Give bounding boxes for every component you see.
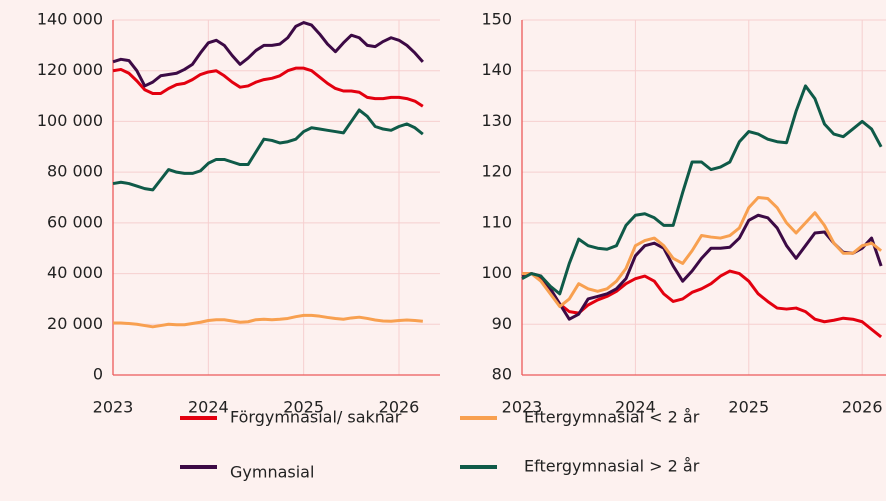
y-tick-label: 100 000 [37,111,103,130]
series-line [522,196,883,309]
y-tick-label: 110 [481,212,512,231]
y-tick-label: 140 [481,60,512,79]
y-tick-label: 120 000 [37,60,103,79]
x-tick-label: 2024 [188,398,229,417]
x-tick-label: 2024 [615,398,656,417]
y-tick-label: 0 [93,365,103,384]
y-tick-label: 80 000 [47,162,103,181]
y-tick-label: 140 000 [37,10,103,29]
y-tick-label: 100 [481,263,512,282]
x-tick-label: 2023 [93,398,134,417]
legend-label: Eftergymnasial > 2 år [524,457,700,476]
legend-label: Eftergymnasial < 2 år [524,408,700,427]
series-line [113,313,423,329]
x-tick-label: 2026 [842,398,883,417]
x-tick-label: 2023 [502,398,543,417]
x-tick-label: 2026 [379,398,420,417]
y-tick-label: 20 000 [47,314,103,333]
series-line [521,213,883,321]
series-line [112,21,424,88]
series-line [112,108,424,192]
plot-lines [521,84,883,339]
legend-label: Förgymnasial/ saknar [230,408,402,427]
y-tick-label: 120 [481,162,512,181]
series-line [521,84,883,296]
y-tick-label: 130 [481,111,512,130]
y-tick-label: 90 [492,314,512,333]
x-tick-label: 2025 [283,398,324,417]
legend-label: Gymnasial [230,463,314,482]
plot-lines [112,21,424,329]
x-tick-label: 2025 [728,398,769,417]
series-line [112,66,424,108]
y-tick-label: 40 000 [47,263,103,282]
y-tick-label: 150 [481,10,512,29]
y-tick-label: 80 [492,365,512,384]
y-tick-label: 60 000 [47,212,103,231]
